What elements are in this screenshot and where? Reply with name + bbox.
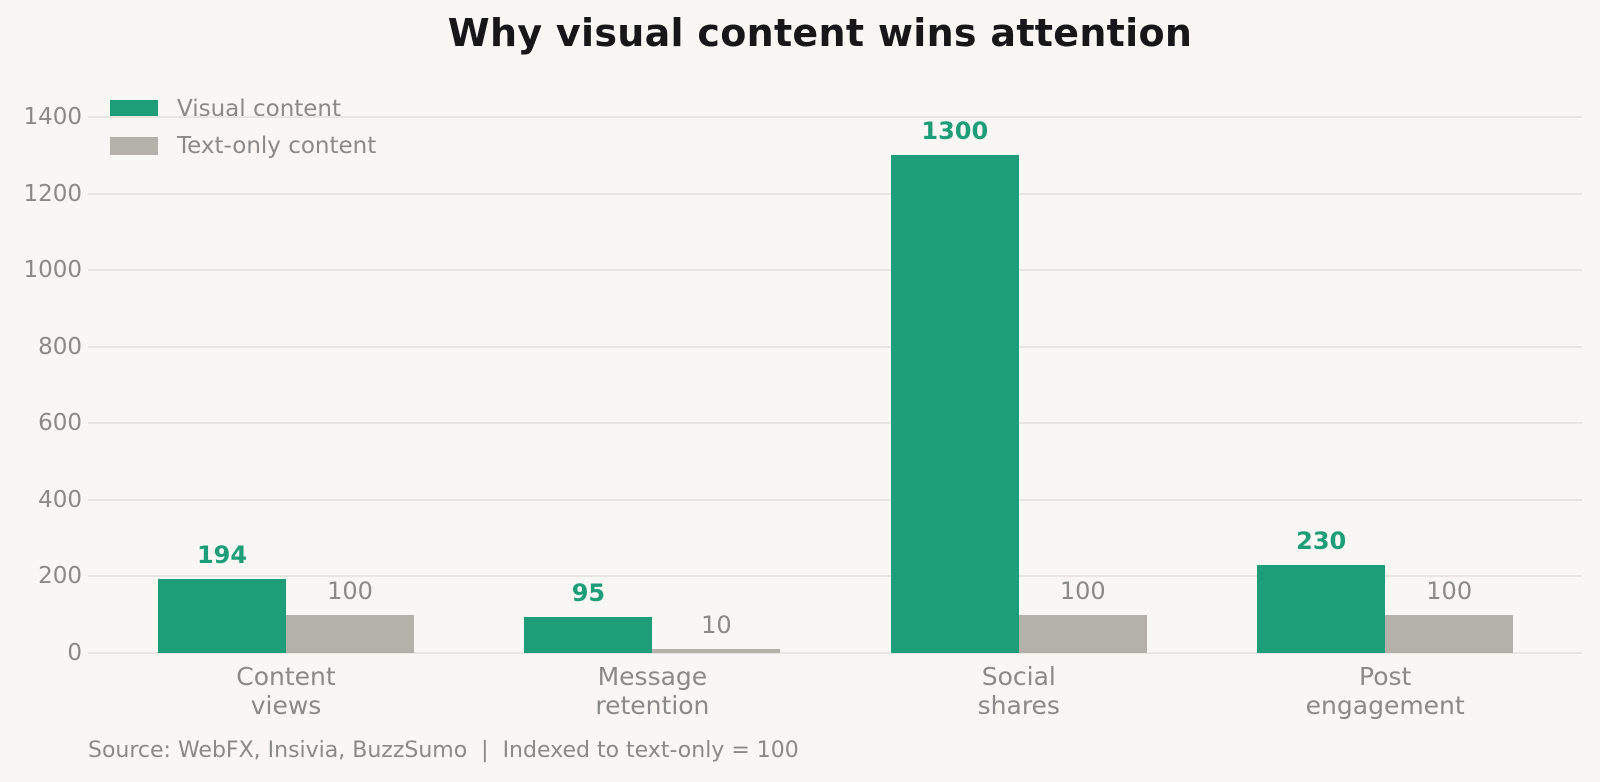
value-label-content-views-visual-content: 194 [196,540,248,569]
value-label-message-retention-visual-content: 95 [571,578,606,607]
gridline-600 [88,422,1582,425]
bar-social-shares-visual-content [890,155,1019,653]
y-tick-label-1400: 1400 [23,104,82,130]
bar-social-shares-text-only-content [1018,614,1147,653]
value-label-post-engagement-visual-content: 230 [1296,526,1347,555]
y-tick-label-800: 800 [38,333,82,360]
bar-message-retention-text-only-content [652,649,781,653]
gridline-1400 [88,116,1582,118]
legend-swatch-text-only-content [110,137,158,155]
gridline-1200 [88,192,1582,195]
chart-title: Why visual content wins attention [447,11,1193,55]
bar-content-views-text-only-content [286,614,414,653]
value-label-content-views-text-only-content: 100 [327,576,373,605]
source-note: Source: WebFX, Insivia, BuzzSumo | Index… [88,738,799,763]
legend-swatch-visual-content [110,100,158,118]
x-category-label-message-retention: Message retention [595,662,710,720]
gridline-0 [88,652,1582,654]
y-tick-label-0: 0 [67,640,82,666]
legend-label-text-only-content: Text-only content [177,133,377,159]
x-category-label-content-views: Content views [236,662,336,720]
gridline-400 [88,498,1582,501]
gridline-200 [88,575,1582,578]
x-category-label-post-engagement: Post engagement [1305,662,1465,720]
y-tick-label-1200: 1200 [23,180,82,207]
y-tick-label-400: 400 [38,486,82,513]
value-label-message-retention-text-only-content: 10 [701,611,732,640]
y-tick-label-600: 600 [38,410,82,437]
y-tick-label-200: 200 [38,563,82,590]
y-tick-label-1000: 1000 [23,257,82,284]
bar-message-retention-visual-content [524,616,653,653]
bar-content-views-visual-content [158,578,286,653]
value-label-social-shares-text-only-content: 100 [1059,576,1106,605]
value-label-post-engagement-text-only-content: 100 [1426,576,1473,605]
value-label-social-shares-visual-content: 1300 [921,117,989,146]
plot-area: 194 95 1300 230 100 10 100 100 Content views Messa… [88,116,1582,720]
bar-post-engagement-visual-content [1257,564,1386,653]
x-category-label-social-shares: Social shares [977,662,1060,720]
legend-item-text-only-content: Text-only content [110,133,377,159]
gridline-1000 [88,269,1582,272]
bar-post-engagement-text-only-content [1385,614,1514,653]
gridline-800 [88,345,1582,348]
